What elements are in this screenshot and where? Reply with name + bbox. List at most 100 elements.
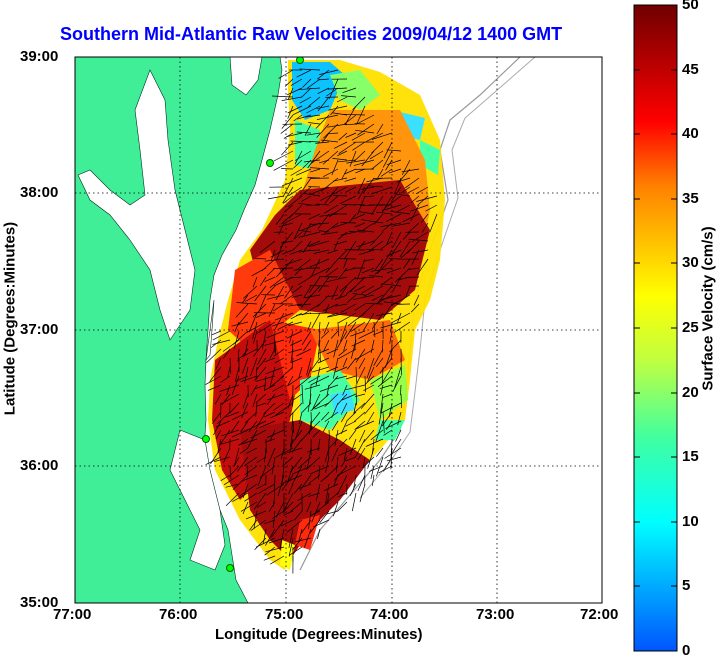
velocity-vector <box>309 186 330 195</box>
velocity-vector <box>264 258 285 262</box>
velocity-vector <box>323 339 330 352</box>
velocity-vector <box>225 492 240 507</box>
velocity-vector <box>220 375 231 383</box>
velocity-vector <box>381 204 402 211</box>
velocity-vector <box>317 339 321 359</box>
velocity-vector <box>310 357 321 372</box>
velocity-vector <box>354 393 366 398</box>
velocity-vector <box>327 312 348 318</box>
velocity-vector <box>217 438 222 453</box>
velocity-vector <box>326 366 339 373</box>
velocity-vector <box>357 474 366 492</box>
velocity-vector <box>271 519 285 538</box>
velocity-vector <box>416 258 429 276</box>
velocity-vector <box>288 348 303 354</box>
velocity-vector <box>370 375 384 385</box>
velocity-vector <box>355 348 375 360</box>
velocity-vector <box>368 185 384 188</box>
velocity-vector <box>211 330 222 336</box>
velocity-vector <box>303 294 321 299</box>
velocity-vector <box>265 528 276 546</box>
velocity-vector <box>324 267 339 278</box>
velocity-vector <box>338 159 357 163</box>
velocity-vector <box>385 159 393 171</box>
velocity-vector <box>298 87 321 91</box>
velocity-vector <box>323 204 339 214</box>
velocity-vector <box>354 276 375 280</box>
velocity-vector <box>339 195 357 205</box>
velocity-vector <box>293 222 303 240</box>
velocity-vector <box>308 285 321 299</box>
velocity-vector <box>264 447 267 463</box>
velocity-vector <box>338 267 348 280</box>
velocity-vector <box>308 474 321 484</box>
velocity-vector <box>254 285 267 302</box>
velocity-vector <box>382 150 393 168</box>
velocity-vector <box>352 141 366 151</box>
velocity-vector <box>371 132 393 140</box>
velocity-vector <box>255 393 267 404</box>
colorbar-tick-label: 5 <box>682 577 691 594</box>
velocity-vector <box>344 267 357 272</box>
velocity-vector <box>320 474 330 482</box>
velocity-vector <box>266 330 285 339</box>
velocity-vector <box>366 357 375 379</box>
velocity-vector <box>325 492 339 504</box>
velocity-vector <box>364 402 375 415</box>
velocity-vector <box>391 186 402 202</box>
velocity-vector <box>302 303 321 316</box>
y-tick-label: 39:00 <box>20 48 59 65</box>
velocity-vector <box>322 303 339 312</box>
velocity-vector <box>407 267 420 271</box>
velocity-vector <box>394 177 402 195</box>
velocity-vector <box>327 132 339 135</box>
velocity-vector <box>251 267 267 277</box>
velocity-vector <box>212 339 231 345</box>
velocity-vector <box>308 492 321 497</box>
velocity-vector <box>357 447 366 461</box>
velocity-vector <box>265 366 285 375</box>
velocity-vector <box>316 114 339 120</box>
velocity-vector <box>372 330 384 336</box>
velocity-vector <box>332 501 339 517</box>
velocity-vector <box>302 240 312 253</box>
velocity-vector <box>272 384 285 392</box>
velocity-vector <box>325 456 330 473</box>
velocity-vector <box>274 312 294 321</box>
velocity-vector <box>244 294 258 302</box>
velocity-vector <box>382 411 385 434</box>
velocity-vector <box>405 276 420 278</box>
velocity-vector <box>241 294 249 304</box>
velocity-vector <box>282 492 294 512</box>
velocity-vector <box>255 366 258 380</box>
velocity-vector <box>267 195 285 200</box>
velocity-vector <box>319 510 330 524</box>
velocity-vector <box>290 312 303 320</box>
velocity-vector <box>396 177 411 183</box>
velocity-vector <box>252 276 258 288</box>
velocity-vector <box>278 222 285 235</box>
velocity-vector <box>326 510 339 515</box>
velocity-vector <box>284 258 303 266</box>
velocity-vector <box>317 69 330 80</box>
y-axis-title: Latitude (Degrees:Minutes) <box>1 221 19 416</box>
velocity-vector <box>240 501 258 512</box>
velocity-vector <box>386 249 402 257</box>
velocity-vector <box>403 258 411 269</box>
velocity-vector <box>386 420 393 430</box>
velocity-vector <box>235 375 249 382</box>
velocity-vector <box>373 348 384 366</box>
velocity-vector <box>271 321 285 327</box>
velocity-vector <box>373 177 393 179</box>
velocity-vector <box>355 366 358 385</box>
velocity-vector <box>322 420 330 433</box>
velocity-vector <box>327 123 348 128</box>
velocity-vector <box>238 438 258 446</box>
velocity-vector <box>338 348 357 360</box>
velocity-vector <box>354 303 366 311</box>
velocity-vector <box>366 411 375 425</box>
velocity-vector <box>358 330 375 339</box>
velocity-vector <box>323 321 330 334</box>
velocity-vector <box>355 114 375 125</box>
